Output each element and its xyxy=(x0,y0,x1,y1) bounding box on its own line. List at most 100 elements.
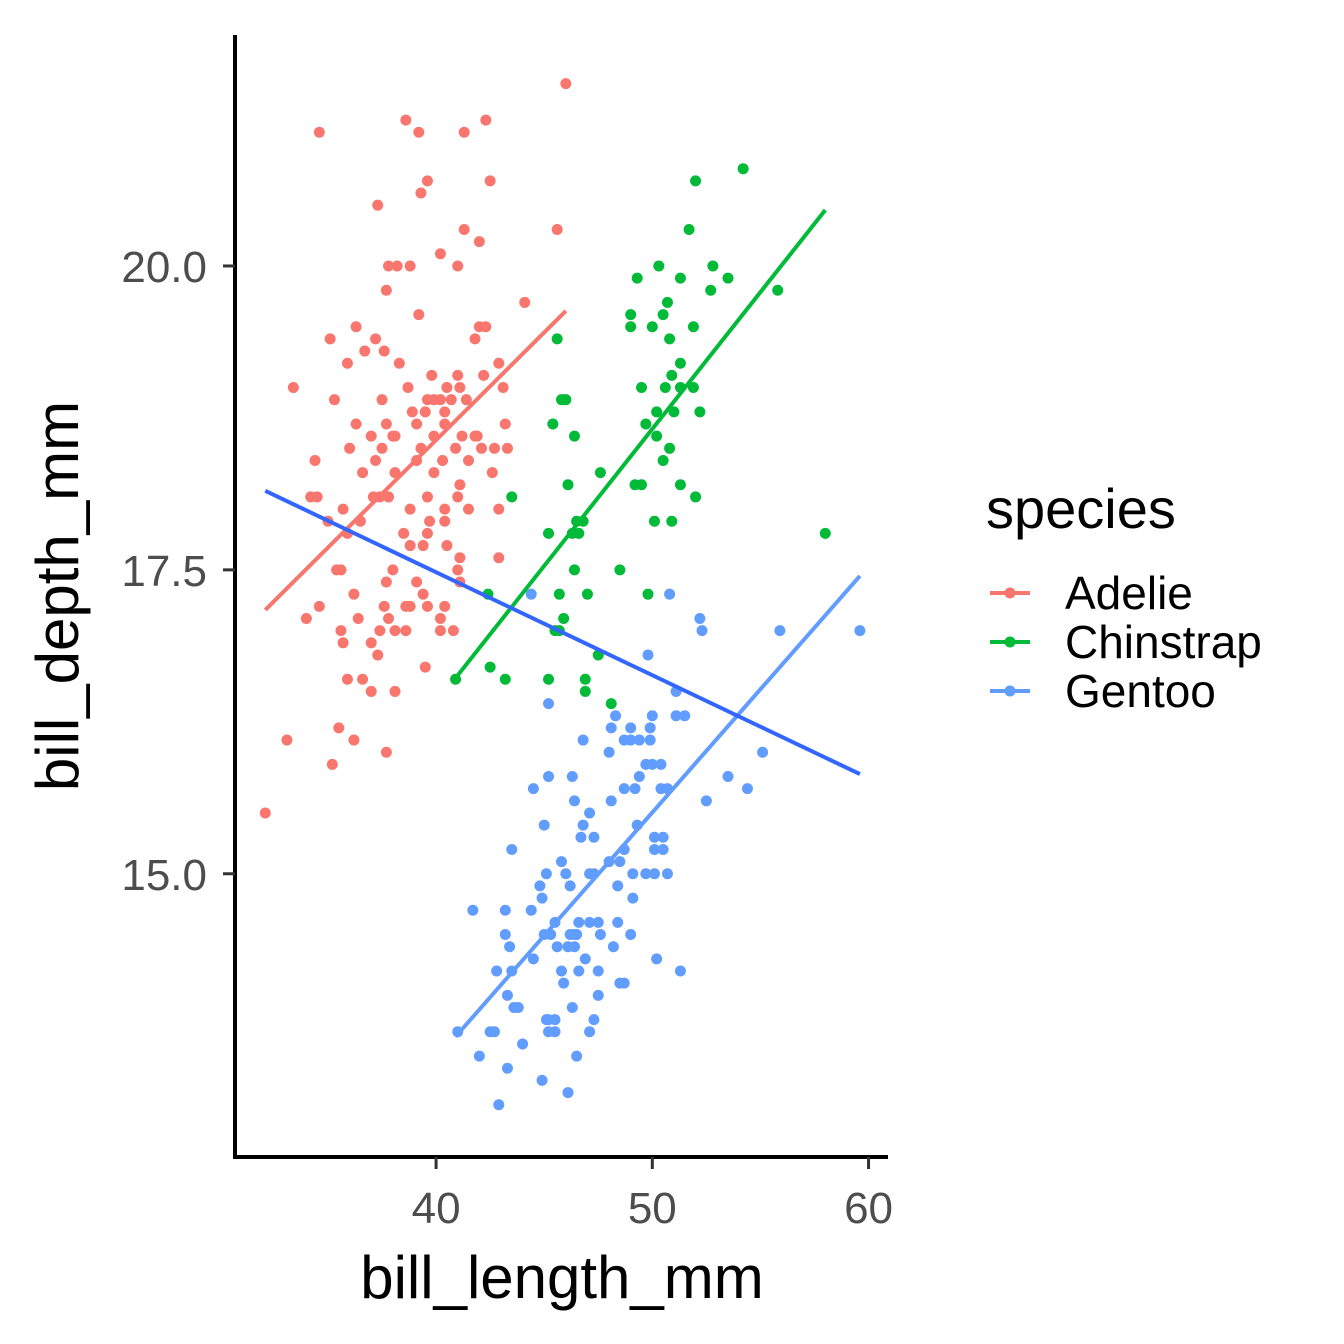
point-chinstrap xyxy=(642,588,654,600)
point-adelie xyxy=(452,491,464,503)
legend-label: Chinstrap xyxy=(1065,616,1262,668)
point-gentoo xyxy=(562,1087,574,1099)
point-adelie xyxy=(478,369,490,381)
point-adelie xyxy=(370,333,382,345)
point-adelie xyxy=(335,625,347,637)
point-adelie xyxy=(300,612,312,624)
point-adelie xyxy=(419,406,431,418)
point-gentoo xyxy=(506,843,518,855)
point-adelie xyxy=(380,284,392,296)
point-adelie xyxy=(389,625,401,637)
point-gentoo xyxy=(618,977,630,989)
point-adelie xyxy=(287,382,299,394)
point-gentoo xyxy=(757,746,769,758)
point-chinstrap xyxy=(674,357,686,369)
point-chinstrap xyxy=(653,260,665,272)
point-gentoo xyxy=(525,588,537,600)
point-adelie xyxy=(400,114,412,126)
point-gentoo xyxy=(473,1050,485,1062)
point-chinstrap xyxy=(543,527,555,539)
point-gentoo xyxy=(579,953,591,965)
point-chinstrap xyxy=(666,515,678,527)
point-adelie xyxy=(493,552,505,564)
point-adelie xyxy=(452,260,464,272)
point-adelie xyxy=(326,758,338,770)
point-chinstrap xyxy=(614,564,626,576)
point-chinstrap xyxy=(819,527,831,539)
point-gentoo xyxy=(594,929,606,941)
point-adelie xyxy=(480,321,492,333)
point-adelie xyxy=(445,394,457,406)
ticks-layer: 40 50 60 15.0 17.5 20.0 xyxy=(121,243,893,1233)
point-gentoo xyxy=(534,880,546,892)
point-adelie xyxy=(365,430,377,442)
point-gentoo xyxy=(556,856,567,868)
point-adelie xyxy=(380,576,392,588)
point-adelie xyxy=(383,491,395,503)
point-chinstrap xyxy=(568,430,580,442)
point-chinstrap xyxy=(636,382,648,394)
point-gentoo xyxy=(527,953,539,965)
point-adelie xyxy=(456,430,468,442)
point-adelie xyxy=(428,467,440,479)
point-chinstrap xyxy=(551,333,563,345)
point-adelie xyxy=(383,612,395,624)
point-adelie xyxy=(452,369,464,381)
point-chinstrap xyxy=(581,588,593,600)
point-chinstrap xyxy=(694,406,706,418)
point-adelie xyxy=(344,442,356,454)
point-adelie xyxy=(488,442,500,454)
point-gentoo xyxy=(568,941,580,953)
legend-key-point xyxy=(1004,636,1016,648)
point-chinstrap xyxy=(646,321,658,333)
y-tick-label: 17.5 xyxy=(121,547,207,596)
point-gentoo xyxy=(854,625,866,637)
point-gentoo xyxy=(568,795,580,807)
point-gentoo xyxy=(560,868,572,880)
point-adelie xyxy=(365,637,377,649)
fit-line-gentoo xyxy=(454,574,862,1038)
point-adelie xyxy=(376,442,388,454)
point-adelie xyxy=(411,576,423,588)
fit-line-adelie xyxy=(263,309,568,612)
point-gentoo xyxy=(605,795,617,807)
point-adelie xyxy=(413,126,425,138)
point-gentoo xyxy=(543,698,555,710)
point-adelie xyxy=(463,454,475,466)
point-gentoo xyxy=(584,1026,596,1038)
point-gentoo xyxy=(670,710,682,722)
legend-key-point xyxy=(1004,587,1016,599)
point-adelie xyxy=(352,612,364,624)
point-chinstrap xyxy=(690,491,702,503)
point-adelie xyxy=(421,600,433,612)
point-gentoo xyxy=(627,868,639,880)
point-gentoo xyxy=(722,771,734,783)
point-adelie xyxy=(337,637,349,649)
point-adelie xyxy=(402,382,414,394)
point-gentoo xyxy=(499,904,511,916)
point-adelie xyxy=(441,540,453,552)
point-adelie xyxy=(404,540,416,552)
fit-lines-layer xyxy=(263,208,862,1038)
point-chinstrap xyxy=(499,673,511,685)
point-chinstrap xyxy=(625,309,637,321)
point-adelie xyxy=(398,527,410,539)
point-adelie xyxy=(437,454,449,466)
point-gentoo xyxy=(625,734,637,746)
point-chinstrap xyxy=(664,442,676,454)
point-chinstrap xyxy=(666,369,678,381)
point-adelie xyxy=(357,467,369,479)
point-gentoo xyxy=(618,783,630,795)
point-gentoo xyxy=(661,868,673,880)
point-adelie xyxy=(374,625,386,637)
point-adelie xyxy=(473,236,485,248)
point-gentoo xyxy=(566,771,578,783)
point-gentoo xyxy=(501,1062,513,1074)
point-adelie xyxy=(393,357,405,369)
point-adelie xyxy=(439,503,451,515)
point-gentoo xyxy=(694,612,706,624)
point-gentoo xyxy=(493,1099,505,1111)
point-adelie xyxy=(372,649,384,661)
